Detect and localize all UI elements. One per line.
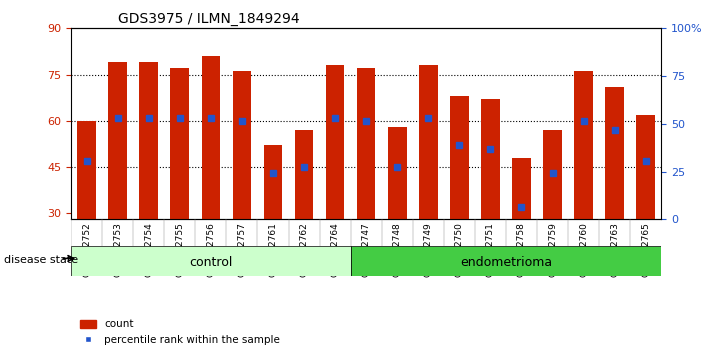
Text: disease state: disease state (4, 255, 77, 265)
Bar (605, 87, 624, 306)
Bar (574, 72, 593, 306)
Bar (481, 99, 500, 306)
Text: GDS3975 / ILMN_1849294: GDS3975 / ILMN_1849294 (118, 12, 300, 26)
Bar (326, 65, 344, 306)
Bar (139, 62, 158, 306)
Text: control: control (189, 256, 232, 269)
Bar (171, 68, 189, 306)
Bar (295, 130, 314, 306)
FancyBboxPatch shape (351, 246, 661, 276)
Text: endometrioma: endometrioma (460, 256, 552, 269)
Bar (636, 115, 655, 306)
Bar (357, 68, 375, 306)
Bar (77, 121, 96, 306)
Legend: count, percentile rank within the sample: count, percentile rank within the sample (76, 315, 284, 349)
Bar (108, 62, 127, 306)
Bar (264, 145, 282, 306)
Bar (512, 158, 531, 306)
Bar (450, 96, 469, 306)
Bar (419, 65, 437, 306)
Bar (232, 72, 251, 306)
Bar (543, 130, 562, 306)
Bar (388, 127, 407, 306)
Bar (201, 56, 220, 306)
FancyBboxPatch shape (71, 246, 351, 276)
